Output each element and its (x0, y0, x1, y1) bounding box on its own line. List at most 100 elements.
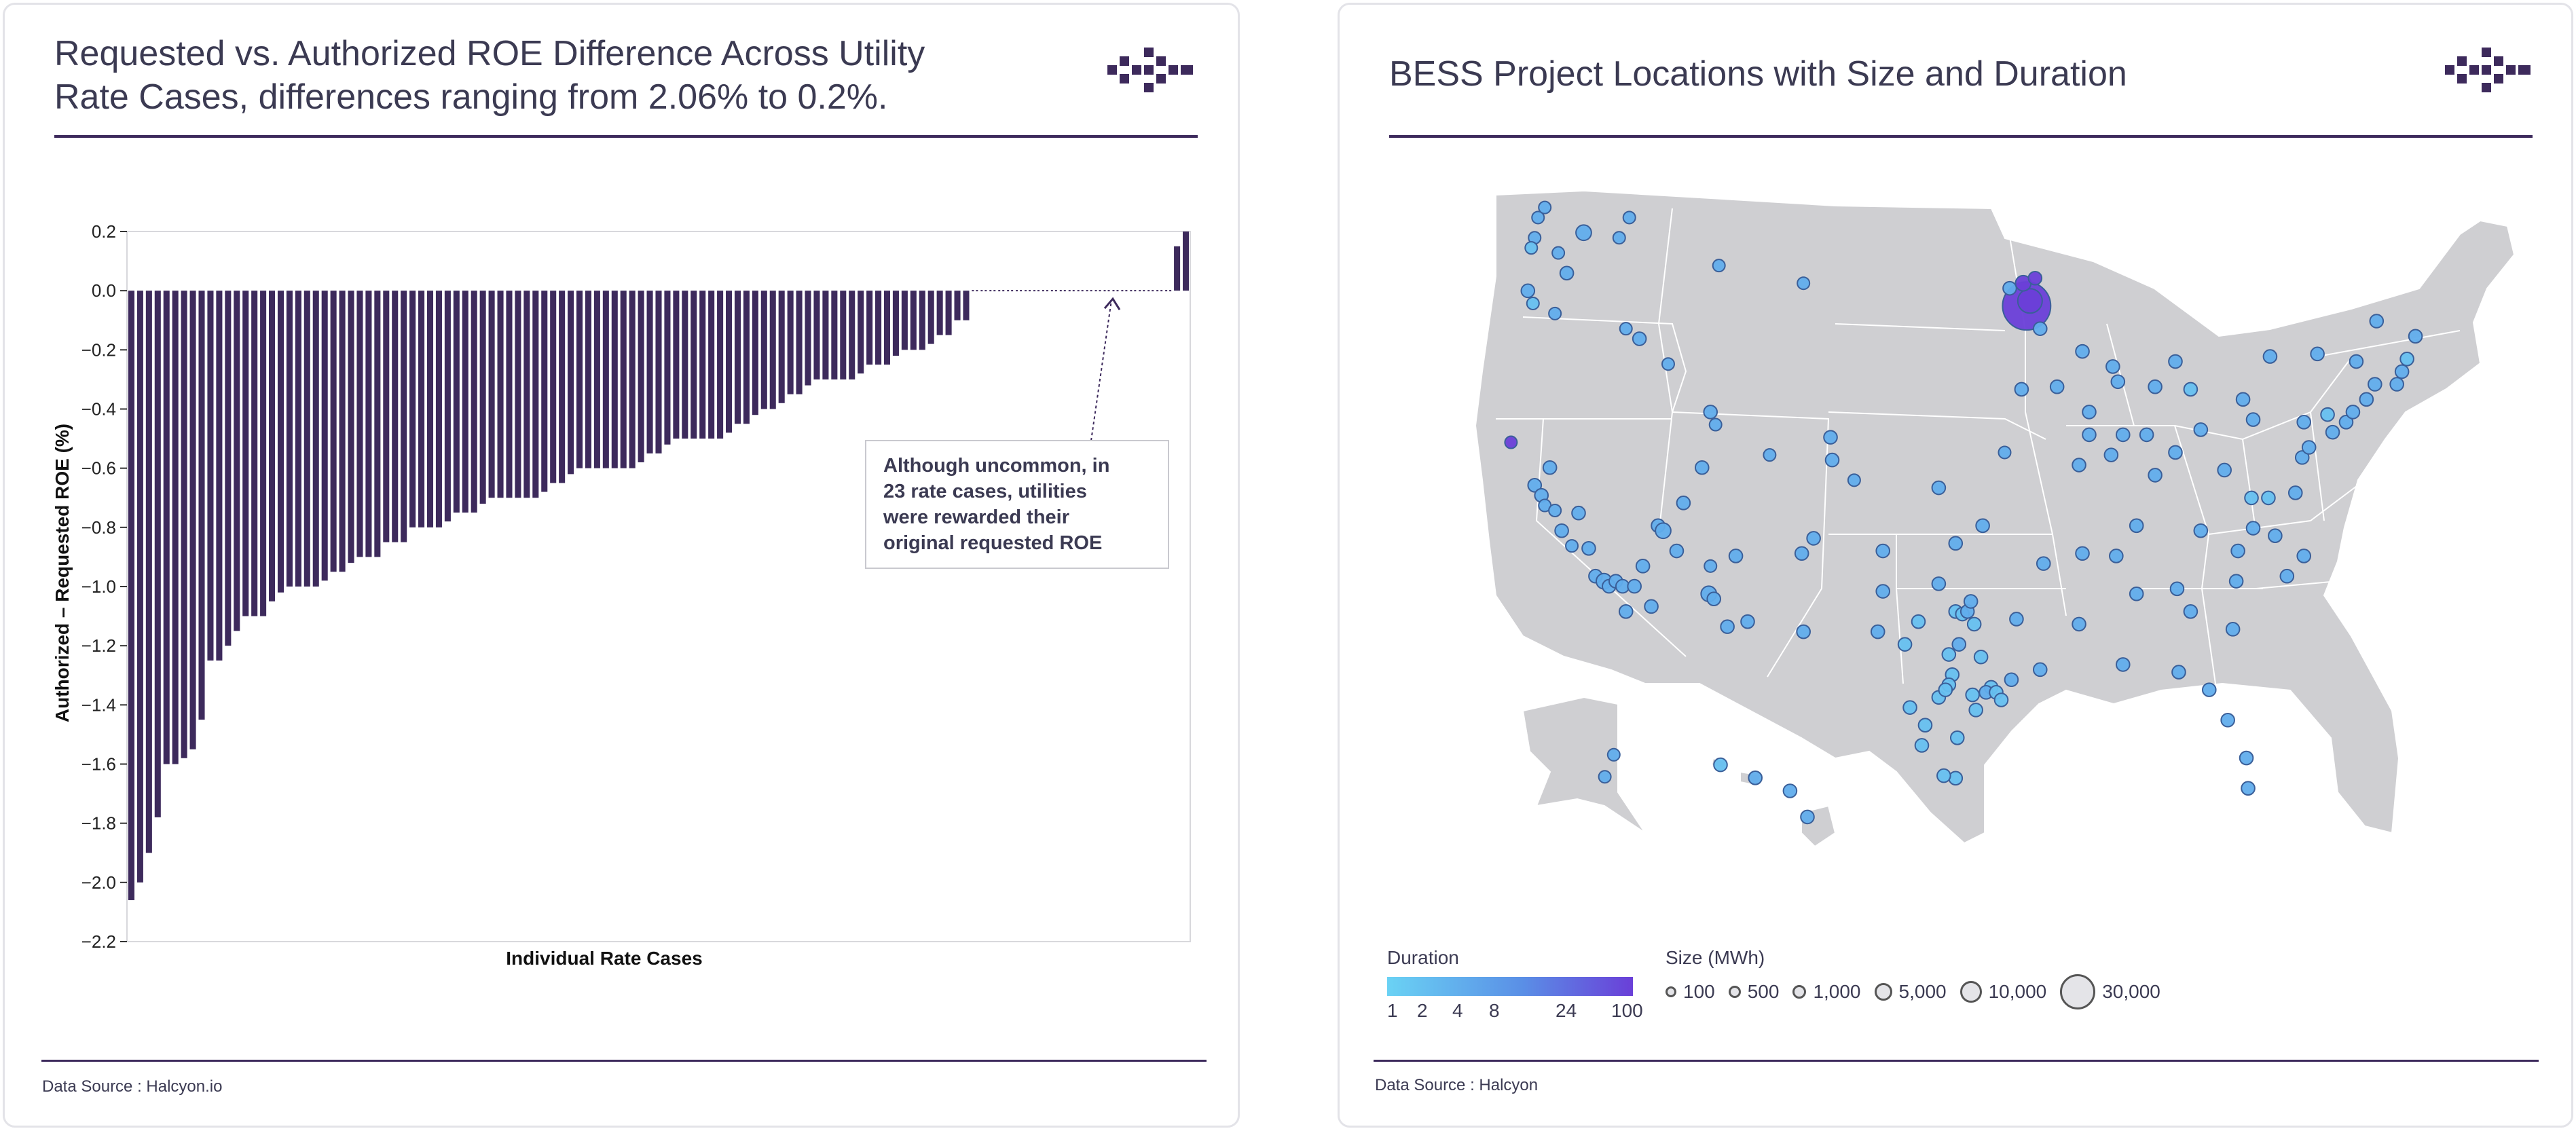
bar (585, 291, 591, 468)
bar (251, 291, 258, 616)
project-point (1542, 460, 1558, 475)
project-point (1548, 306, 1562, 320)
y-axis-label: Authorized – Requested ROE (%) (52, 424, 73, 722)
bar (655, 291, 662, 453)
y-tick-label: 0.2 (92, 221, 116, 242)
bar (760, 291, 767, 409)
project-point (1706, 591, 1722, 607)
size-legend-item: 100 (1666, 981, 1715, 1003)
bar (198, 291, 205, 720)
y-tick-label: −0.2 (81, 339, 116, 360)
project-point (1632, 331, 1647, 346)
bar (260, 291, 267, 616)
project-point (1712, 259, 1726, 273)
project-point (1720, 619, 1735, 634)
project-point (2103, 447, 2119, 462)
project-point (2109, 549, 2124, 563)
duration-tick-label: 8 (1489, 1000, 1500, 1021)
y-tick-label: −1.0 (81, 576, 116, 597)
project-point (2183, 604, 2198, 619)
bar (796, 291, 803, 394)
size-legend-items: 100 500 1,000 5,000 10,000 30,000 (1666, 971, 2174, 1012)
bar (927, 291, 934, 344)
bar (136, 291, 143, 883)
project-point (2235, 392, 2251, 407)
project-point (1644, 599, 1659, 614)
project-point (2230, 543, 2245, 559)
size-legend-item: 30,000 (2060, 974, 2160, 1009)
bar (286, 291, 293, 587)
project-point (1694, 460, 1710, 475)
project-point (2002, 280, 2017, 296)
y-tick-label: −1.2 (81, 635, 116, 656)
bar (145, 291, 152, 853)
bar (321, 291, 328, 581)
bar (488, 291, 495, 498)
size-legend-label: 10,000 (1988, 981, 2047, 1002)
project-point (1612, 231, 1626, 245)
project-point (1627, 578, 1642, 594)
bar (963, 291, 970, 320)
project-point (1581, 540, 1596, 556)
bar (189, 291, 196, 749)
bar (216, 291, 223, 661)
project-point (2193, 422, 2209, 437)
bar (936, 291, 943, 335)
bar (568, 291, 574, 475)
project-point (2027, 270, 2043, 286)
project-point (2320, 407, 2335, 422)
size-legend-circle (2060, 974, 2096, 1009)
bar (339, 291, 346, 572)
bar-chart-title-line-1: Requested vs. Authorized ROE Difference … (54, 34, 925, 73)
bar (691, 291, 697, 439)
project-point (1740, 614, 1755, 629)
project-point (1763, 448, 1777, 462)
bar (356, 291, 363, 557)
footer-divider (1374, 1060, 2539, 1062)
project-point (2349, 354, 2364, 369)
project-point (2359, 392, 2374, 407)
bar (1174, 246, 1181, 291)
bar (234, 291, 240, 631)
project-point (2228, 574, 2244, 589)
annotation-arrowhead (1103, 297, 1121, 310)
project-point (1938, 682, 1953, 697)
project-point (2171, 665, 2186, 680)
bar (444, 291, 451, 522)
bar (769, 291, 776, 409)
y-tick-label: 0.0 (92, 280, 116, 301)
project-point (2168, 445, 2183, 460)
bar (743, 291, 750, 424)
project-point (2338, 414, 2354, 430)
bar (752, 291, 758, 415)
project-point (2105, 359, 2120, 374)
bar (532, 291, 539, 498)
map-card: BESS Project Locations with Size and Dur… (1338, 3, 2573, 1128)
project-point (2014, 382, 2029, 397)
title-divider (1389, 135, 2533, 138)
project-point (2148, 468, 2163, 483)
project-point (1618, 604, 1634, 619)
bar (225, 291, 232, 646)
bar (269, 291, 276, 601)
bar (778, 291, 785, 403)
bar (717, 291, 724, 439)
bar (919, 291, 925, 350)
project-point (2389, 377, 2404, 392)
bar (207, 291, 214, 661)
y-tick-label: −0.6 (81, 458, 116, 479)
project-point (1973, 649, 1989, 665)
project-point (2408, 329, 2423, 344)
project-point (1551, 246, 1566, 260)
project-point (1800, 809, 1815, 825)
project-point (1914, 738, 1930, 753)
project-point (1655, 522, 1672, 540)
bar (312, 291, 319, 587)
project-point (1949, 730, 1965, 745)
bar (374, 291, 381, 557)
bar (576, 291, 583, 468)
project-point (2287, 485, 2303, 500)
duration-legend-ticks: 1 2 4 8 24 100 (1387, 997, 1643, 1022)
project-point (2394, 364, 2410, 379)
project-point (1559, 265, 1575, 281)
